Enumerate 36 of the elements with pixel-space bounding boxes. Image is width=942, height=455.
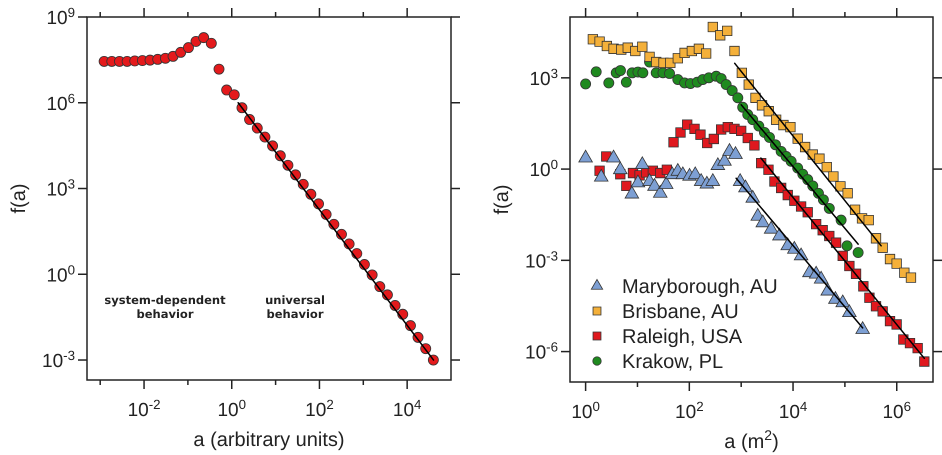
point [221, 84, 232, 96]
point [214, 64, 224, 75]
point [175, 46, 186, 58]
legend-label: Brisbane, AU [622, 301, 739, 323]
point [228, 89, 240, 100]
x-tick-label: 10$^{2}$ [675, 398, 704, 423]
annotation: system-dependent behavior [104, 293, 226, 321]
y-tick-label: 10$^{-6}$ [525, 339, 558, 364]
x-tick-label: 10$^{-2}$ [128, 396, 161, 421]
x-axis-title: a (arbitrary units) [193, 429, 345, 451]
y-tick-label: 10$^{3}$ [529, 65, 558, 90]
x-tick-label: 10$^{6}$ [882, 398, 912, 423]
annotation: universal behavior [265, 293, 325, 321]
legend-label: Maryborough, AU [622, 276, 778, 298]
x-tick-label: 10$^{4}$ [392, 396, 422, 421]
point [206, 38, 217, 49]
x-tick-label: 10$^{0}$ [571, 398, 600, 423]
legend-label: Raleigh, USA [622, 326, 743, 348]
point [190, 36, 202, 47]
point [168, 50, 178, 62]
point [183, 42, 194, 54]
y-tick-label: 10$^{3}$ [46, 176, 75, 201]
y-tick-label: 10$^{-3}$ [525, 248, 558, 272]
x-tick-label: 10$^{0}$ [217, 396, 246, 421]
legend-label: Krakow, PL [622, 351, 724, 373]
x-axis-title: a (m$^{2}$) [724, 427, 779, 453]
y-axis-title: f(a) [8, 184, 30, 214]
y-tick-label: 10$^{0}$ [46, 262, 75, 286]
y-tick-label: 10$^{0}$ [529, 156, 558, 182]
point [198, 32, 210, 44]
x-tick-label: 10$^{2}$ [305, 396, 334, 421]
x-tick-label: 10$^{4}$ [778, 398, 808, 423]
y-axis-title: f(a) [491, 184, 513, 214]
y-tick-label: 10$^{9}$ [46, 4, 75, 29]
y-tick-label: 10$^{-3}$ [42, 348, 75, 372]
y-tick-label: 10$^{6}$ [46, 90, 75, 115]
